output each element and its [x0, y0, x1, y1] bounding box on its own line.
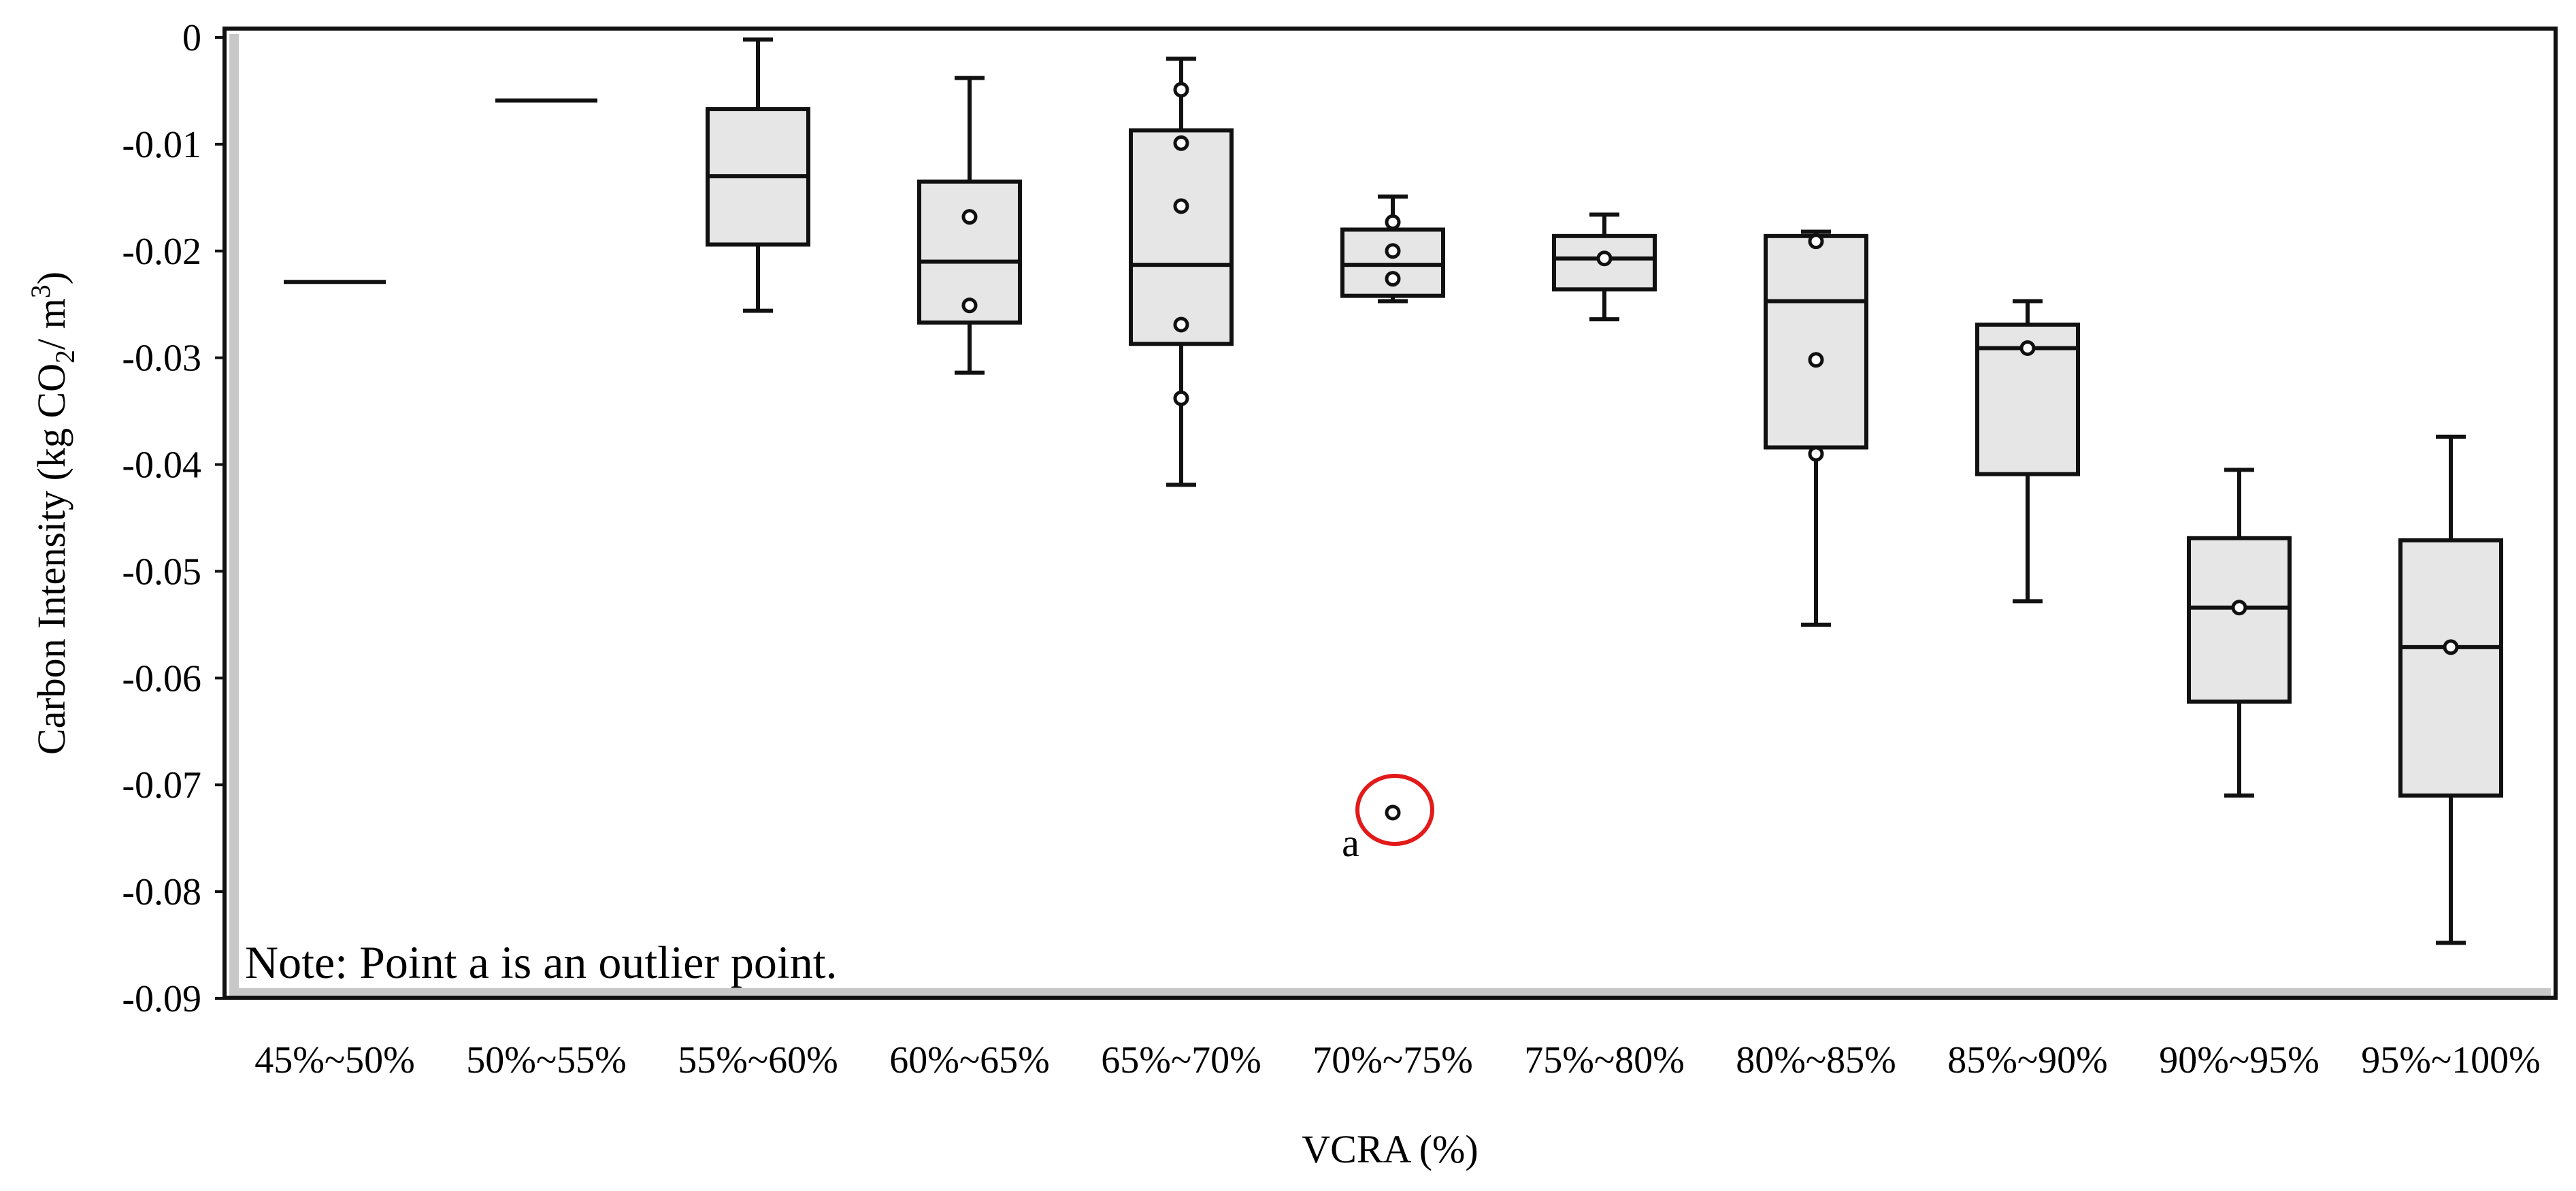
y-tick-label: -0.09	[122, 978, 201, 1020]
outlier-highlight-circle	[1355, 774, 1434, 847]
x-tick-label: 45%~50%	[254, 1039, 415, 1081]
x-tick-label: 95%~100%	[2361, 1039, 2541, 1081]
plot-frame	[222, 27, 2558, 1000]
x-tick-label: 75%~80%	[1524, 1039, 1685, 1081]
box-group	[2187, 468, 2292, 798]
box-iqr	[1129, 128, 1234, 346]
plot-border	[222, 27, 2558, 1000]
outlier-annotation: a	[1342, 774, 1434, 865]
data-point	[1385, 271, 1401, 287]
data-point	[2443, 639, 2459, 655]
box-group	[1764, 229, 1868, 627]
outlier-label: a	[1342, 821, 1359, 865]
x-tick-label: 90%~95%	[2159, 1039, 2319, 1081]
x-tick-label: 50%~55%	[466, 1039, 627, 1081]
data-point	[1173, 198, 1189, 214]
y-tick-label: -0.03	[122, 338, 201, 380]
data-point	[961, 297, 978, 314]
y-tick-label: -0.04	[122, 444, 201, 487]
y-tick-label: -0.07	[122, 764, 201, 806]
data-point	[1808, 233, 1824, 250]
x-axis-title: VCRA (%)	[1302, 1127, 1478, 1171]
box-series	[284, 37, 2503, 945]
y-tick-label: -0.05	[122, 551, 201, 593]
data-point	[1385, 214, 1401, 230]
data-point	[1173, 316, 1189, 333]
x-tick-label: 60%~65%	[889, 1039, 1050, 1081]
data-point	[1173, 390, 1189, 406]
data-point	[1173, 135, 1189, 151]
box-group	[1340, 194, 1445, 304]
data-point	[961, 209, 978, 225]
x-tick-label: 85%~90%	[1947, 1039, 2108, 1081]
y-axis-ticks: 0 -0.01 -0.02 -0.03 -0.04 -0.05 -0.06 -0.07 -0.0…	[122, 17, 225, 1020]
data-point	[1385, 243, 1401, 259]
x-tick-label: 70%~75%	[1312, 1039, 1473, 1081]
chart-note: Note: Point a is an outlier point.	[245, 936, 838, 988]
box-iqr	[1764, 233, 1868, 450]
y-tick-label: -0.02	[122, 231, 201, 273]
box-group	[706, 37, 810, 313]
y-tick-label: -0.08	[122, 871, 201, 913]
x-tick-label: 80%~85%	[1736, 1039, 1896, 1081]
box-group	[2398, 434, 2503, 945]
y-tick-label: -0.01	[122, 124, 201, 166]
data-point	[2231, 600, 2247, 616]
data-point	[1808, 352, 1824, 368]
box-iqr	[2187, 536, 2292, 704]
box-group	[917, 76, 1022, 375]
x-tick-label: 65%~70%	[1101, 1039, 1261, 1081]
y-axis-title: Carbon Intensity (kg CO2/ m3)	[25, 272, 80, 755]
outlier-point	[1385, 804, 1401, 821]
x-axis-ticks: 45%~50% 50%~55% 55%~60% 60%~65% 65%~70% 70%~7…	[254, 1039, 2541, 1081]
x-tick-label: 55%~60%	[678, 1039, 838, 1081]
y-tick-label: 0	[182, 17, 201, 59]
box-group	[1552, 212, 1657, 322]
box-group	[1129, 56, 1234, 487]
box-iqr	[2398, 538, 2503, 798]
data-point	[1808, 446, 1824, 462]
y-tick-label: -0.06	[122, 657, 201, 700]
data-point	[2019, 340, 2036, 357]
box-group	[1975, 299, 2080, 604]
data-point	[1596, 250, 1613, 267]
data-point	[1173, 82, 1189, 98]
